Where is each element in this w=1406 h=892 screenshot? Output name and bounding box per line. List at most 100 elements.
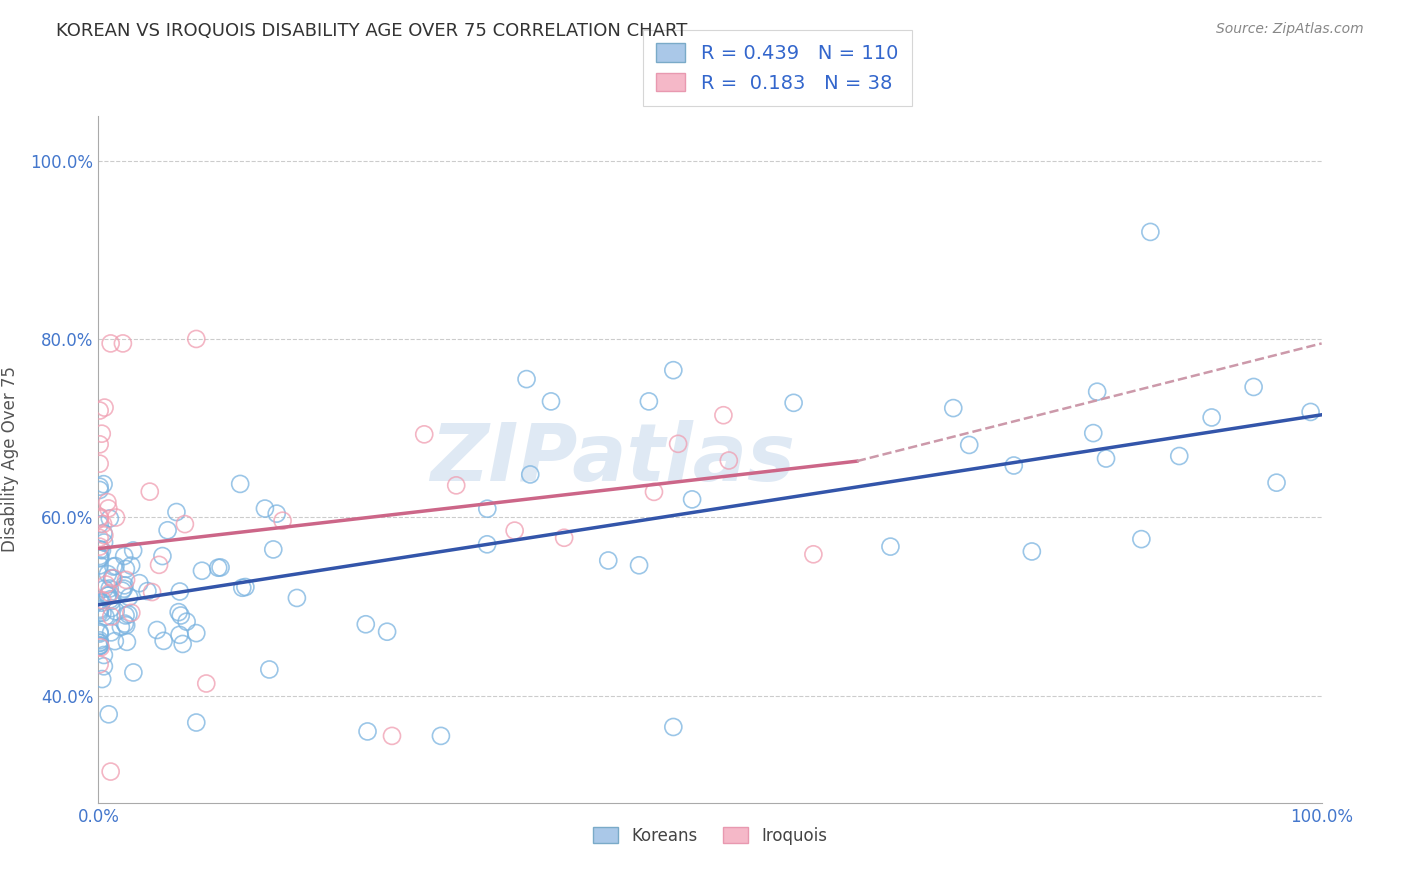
Point [209, 560, 232, 574]
Point [98, 582, 121, 596]
Point [90, 426, 112, 441]
Point [93, 477, 115, 491]
Point [100, 764, 122, 779]
Point [98, 586, 121, 600]
Point [114, 578, 136, 592]
Point [91, 516, 114, 531]
Point [1002, 458, 1025, 473]
Point [89, 639, 111, 653]
Point [115, 635, 138, 649]
Point [89, 542, 111, 557]
Point [782, 396, 804, 410]
Point [253, 501, 276, 516]
Y-axis label: Disability Age Over 75: Disability Age Over 75 [1, 367, 20, 552]
Point [169, 584, 191, 599]
Point [942, 401, 965, 415]
Point [170, 608, 193, 623]
Point [122, 665, 145, 680]
Point [173, 517, 195, 532]
Point [89, 636, 111, 650]
Point [444, 478, 467, 492]
Point [91, 593, 114, 607]
Point [89, 593, 111, 607]
Point [519, 467, 541, 482]
Point [1083, 426, 1105, 441]
Point [141, 585, 163, 599]
Point [637, 394, 661, 409]
Point [156, 523, 179, 537]
Point [89, 483, 111, 497]
Point [103, 571, 125, 585]
Point [91, 672, 114, 686]
Point [115, 618, 138, 632]
Point [262, 542, 284, 557]
Point [91, 543, 114, 558]
Point [1201, 410, 1223, 425]
Point [89, 511, 111, 525]
Point [101, 571, 124, 585]
Point [89, 437, 111, 451]
Point [152, 633, 174, 648]
Point [114, 608, 136, 623]
Point [100, 609, 122, 624]
Point [118, 590, 141, 604]
Point [89, 551, 111, 566]
Point [93, 659, 115, 673]
Point [259, 663, 281, 677]
Point [89, 558, 111, 573]
Point [681, 492, 703, 507]
Point [89, 510, 111, 524]
Text: ZIPatlas: ZIPatlas [430, 420, 794, 499]
Point [97, 589, 120, 603]
Point [89, 549, 111, 563]
Point [89, 603, 111, 617]
Point [96, 495, 118, 509]
Point [957, 438, 980, 452]
Point [148, 558, 170, 572]
Point [1021, 544, 1043, 558]
Point [90, 640, 112, 655]
Point [231, 581, 253, 595]
Point [266, 507, 288, 521]
Point [100, 601, 122, 615]
Point [117, 607, 139, 622]
Point [354, 617, 377, 632]
Point [101, 572, 124, 586]
Point [136, 584, 159, 599]
Point [186, 332, 208, 346]
Point [89, 550, 111, 565]
Point [662, 720, 685, 734]
Point [475, 537, 498, 551]
Point [91, 606, 114, 620]
Point [186, 626, 208, 640]
Point [167, 605, 190, 619]
Point [104, 510, 127, 524]
Point [89, 517, 111, 532]
Point [94, 609, 117, 624]
Point [165, 505, 187, 519]
Point [97, 567, 120, 582]
Point [89, 540, 111, 554]
Point [89, 639, 111, 653]
Point [477, 501, 499, 516]
Point [89, 633, 111, 648]
Point [169, 628, 191, 642]
Point [515, 372, 537, 386]
Point [93, 401, 115, 415]
Point [717, 453, 740, 467]
Point [235, 580, 257, 594]
Point [128, 576, 150, 591]
Point [1139, 225, 1161, 239]
Point [713, 408, 735, 422]
Point [271, 514, 294, 528]
Point [89, 602, 111, 616]
Point [356, 724, 378, 739]
Text: KOREAN VS IROQUOIS DISABILITY AGE OVER 75 CORRELATION CHART: KOREAN VS IROQUOIS DISABILITY AGE OVER 7… [56, 22, 688, 40]
Point [381, 729, 404, 743]
Point [553, 531, 575, 545]
Point [104, 559, 127, 574]
Point [89, 638, 111, 652]
Point [111, 583, 134, 598]
Point [413, 427, 436, 442]
Point [195, 676, 218, 690]
